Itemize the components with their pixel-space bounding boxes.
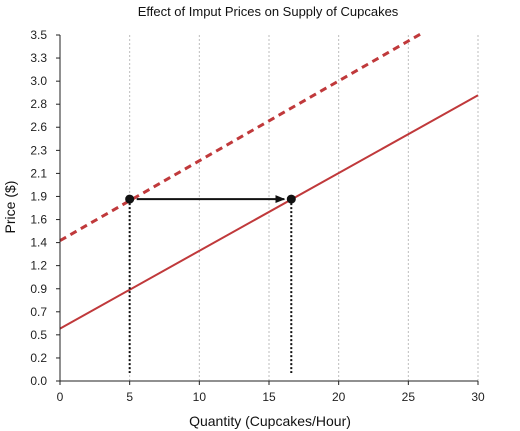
x-axis-label: Quantity (Cupcakes/Hour) xyxy=(189,413,351,429)
y-tick-label: 3.3 xyxy=(30,51,47,65)
chart-title: Effect of Imput Prices on Supply of Cupc… xyxy=(138,4,399,19)
y-tick-label: 1.6 xyxy=(30,213,47,227)
y-tick-label: 0.2 xyxy=(30,351,47,365)
equilibrium-point xyxy=(286,194,296,204)
x-tick-label: 5 xyxy=(126,390,133,404)
x-tick-label: 10 xyxy=(193,390,207,404)
x-tick-label: 25 xyxy=(402,390,416,404)
y-tick-label: 0.5 xyxy=(30,328,47,342)
equilibrium-point xyxy=(125,194,135,204)
series-layer xyxy=(59,31,479,330)
y-tick-label: 2.6 xyxy=(30,120,47,134)
y-tick-label: 3.0 xyxy=(30,74,47,88)
y-tick-label: 2.8 xyxy=(30,97,47,111)
y-tick-label: 0.9 xyxy=(30,282,47,296)
y-tick-label: 2.3 xyxy=(30,143,47,157)
y-tick-label: 1.2 xyxy=(30,259,47,273)
y-tick-label: 2.1 xyxy=(30,166,47,180)
y-tick-label: 1.4 xyxy=(30,236,47,250)
y-tick-label: 1.9 xyxy=(30,189,47,203)
supply-line-shifted xyxy=(59,94,479,330)
x-tick-label: 0 xyxy=(57,390,64,404)
x-tick-label: 20 xyxy=(332,390,346,404)
y-axis-label: Price ($) xyxy=(2,181,18,234)
y-tick-label: 0.7 xyxy=(30,305,47,319)
axes: 0.0 0.2 0.5 0.7 0.9 1.2 1.4 1.6 1.9 2.1 2.3 2.6 2.8 3… xyxy=(30,28,485,404)
supply-line-original xyxy=(59,31,424,242)
y-tick-label: 3.5 xyxy=(30,28,47,42)
annotation-layer xyxy=(125,194,296,373)
y-tick-label: 0.0 xyxy=(30,374,47,388)
x-tick-label: 30 xyxy=(471,390,485,404)
x-tick-label: 15 xyxy=(262,390,276,404)
grid xyxy=(129,35,479,381)
